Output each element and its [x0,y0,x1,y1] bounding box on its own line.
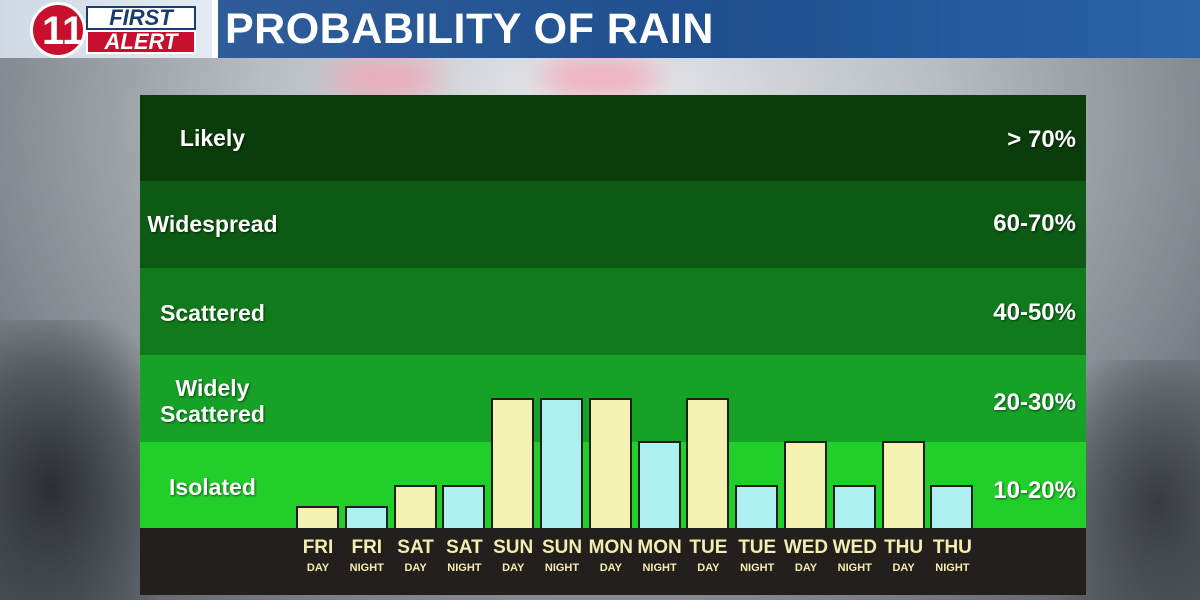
tick-period-text: DAY [599,562,622,574]
tick-label-fri-day: FRI DAY [294,538,342,578]
band-label-widely-scattered: Widely Scattered [140,375,285,427]
tick-label-fri-night: FRI NIGHT [343,538,391,578]
tick-period-text: NIGHT [544,562,580,574]
band-range-widespread: 60-70% [993,210,1076,237]
band-likely: Likely > 70% [140,95,1086,181]
tick-day-text: THU [884,537,924,558]
band-range-isolated: 10-20% [993,477,1076,504]
tick-period-text: NIGHT [740,562,775,574]
tick-period-text: NIGHT [349,562,384,574]
tick-day-text: FRI [351,537,383,558]
band-range-scattered: 40-50% [993,299,1076,326]
bar-wed-day [784,441,827,528]
tick-day-text: SUN [541,537,583,558]
tick-day-text: SAT [446,537,483,558]
band-label-widely-line2: Scattered [160,401,265,427]
logo-first-text: FIRST [86,6,196,30]
band-range-likely: > 70% [1007,126,1076,153]
x-axis-strip: FRI DAY FRI NIGHT SAT DAY SAT NIGHT SUN DAY SUN NIG… [140,528,1086,595]
logo-number: 11 [42,9,85,53]
tick-day-text: WED [832,537,877,558]
bar-tue-day [686,398,730,528]
bar-wed-night [832,484,876,528]
band-label-scattered: Scattered [160,300,265,326]
bar-tue-night [735,484,779,528]
tick-label-thu-day: THU DAY [880,538,928,578]
tick-day-text: MON [637,537,682,558]
bar-sat-day [393,484,437,528]
band-range-widely-scattered: 20-30% [993,389,1076,416]
tick-period-text: DAY [794,562,818,574]
tick-day-text: SUN [493,537,534,558]
bars-area [140,95,1086,528]
tick-day-text: TUE [689,537,728,558]
band-label-isolated: Isolated [169,474,256,500]
tick-period-text: DAY [892,562,915,574]
station-logo: 11 FIRST ALERT [30,2,200,58]
tick-period-text: DAY [306,562,330,574]
tick-day-text: THU [932,537,972,558]
tick-period-text: NIGHT [837,562,872,574]
tick-label-thu-night: THU NIGHT [928,538,976,578]
bar-thu-night [930,484,974,528]
bar-sun-day [491,398,535,528]
page-title: PROBABILITY OF RAIN [225,5,714,53]
background-blur-pink-1 [330,55,440,100]
bar-mon-night [637,441,681,528]
tick-label-tue-day: TUE DAY [684,538,732,578]
tick-label-sat-night: SAT NIGHT [440,538,488,578]
tick-day-text: TUE [738,537,777,558]
band-label-likely: Likely [179,125,246,151]
band-label-widespread: Widespread [147,211,278,237]
logo-circle-icon: 11 [30,2,86,58]
tick-label-wed-night: WED NIGHT [831,538,879,578]
tick-period-text: NIGHT [642,562,677,574]
band-widespread: Widespread 60-70% [140,181,1086,268]
tick-day-text: WED [783,537,829,558]
tick-label-sun-day: SUN DAY [489,538,537,578]
logo-alert-text: ALERT [86,30,196,54]
tick-day-text: FRI [302,537,334,558]
tick-day-text: MON [588,537,633,558]
tick-period-text: NIGHT [935,562,970,574]
tick-label-sat-day: SAT DAY [392,538,440,578]
tick-period-text: DAY [697,562,720,574]
band-scattered: Scattered 40-50% [140,268,1086,355]
band-label-widely-line1: Widely [175,375,250,401]
tick-label-mon-night: MON NIGHT [636,538,684,578]
tick-label-tue-night: TUE NIGHT [733,538,781,578]
tick-day-text: SAT [397,537,434,558]
tick-label-sun-night: SUN NIGHT [538,538,586,578]
header-divider [212,0,218,58]
tick-period-text: DAY [502,562,525,574]
tick-period-text: DAY [404,562,427,574]
bar-fri-day [296,506,339,528]
tick-label-mon-day: MON DAY [587,538,635,578]
tick-period-text: NIGHT [447,562,482,574]
bar-sat-night [442,484,486,528]
rain-probability-chart: Likely > 70% Widespread 60-70% Scattered… [140,95,1086,595]
background-blur-pink-2 [540,55,660,100]
bar-sun-night [540,398,583,528]
bar-fri-night [344,506,388,528]
bar-thu-day [881,441,925,528]
bar-mon-day [588,398,632,528]
tick-label-wed-day: WED DAY [782,538,830,578]
header-bar [0,0,1200,58]
